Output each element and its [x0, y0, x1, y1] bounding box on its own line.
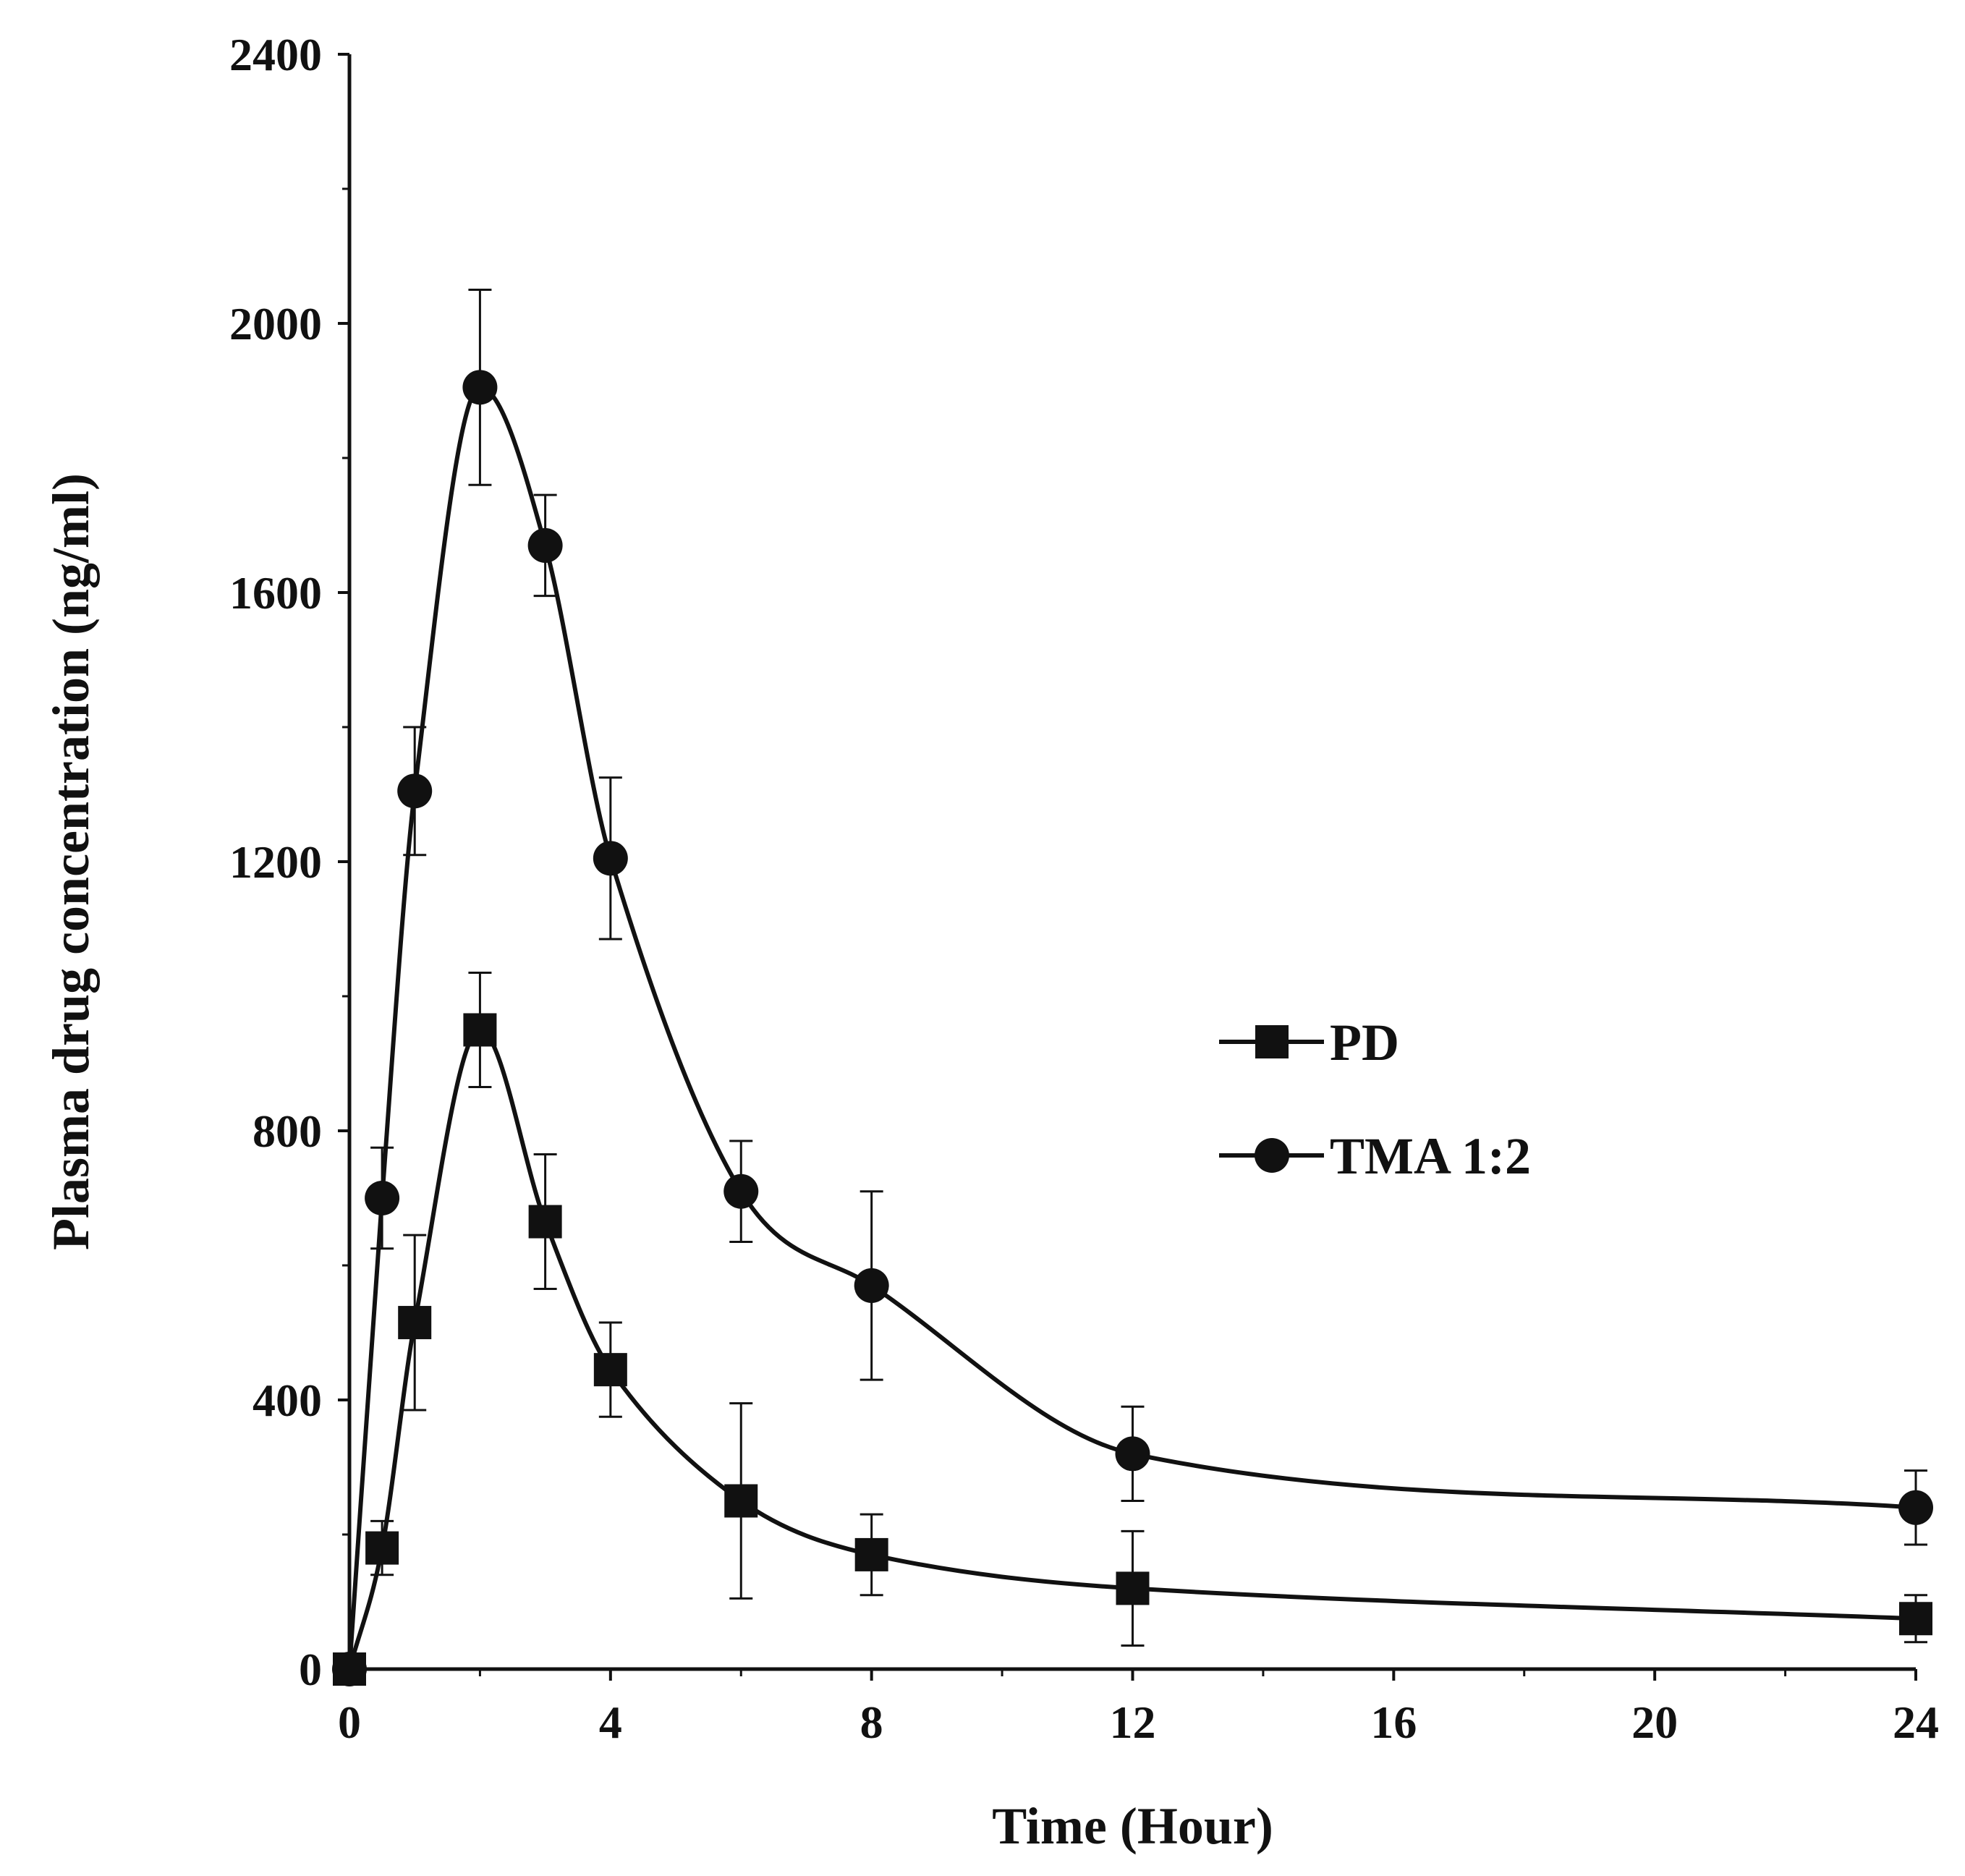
y-tick-label: 800 [252, 1105, 322, 1157]
data-point-pd [593, 1353, 627, 1387]
x-tick-label: 20 [1631, 1697, 1678, 1748]
data-point-tma [854, 1268, 889, 1303]
x-axis-title: Time (Hour) [992, 1797, 1273, 1855]
x-tick-label: 12 [1110, 1697, 1156, 1748]
data-point-pd [463, 1013, 497, 1047]
x-tick-label: 24 [1893, 1697, 1939, 1748]
data-point-tma [723, 1173, 759, 1209]
data-point-pd [528, 1205, 562, 1239]
data-point-tma [365, 1181, 400, 1215]
data-point-tma [462, 370, 498, 405]
legend-item-pd: PD [1219, 1014, 1399, 1071]
data-markers [332, 370, 1933, 1686]
y-tick-label: 400 [252, 1375, 322, 1426]
data-point-tma [397, 773, 433, 809]
y-tick-label: 1200 [229, 836, 322, 888]
data-point-tma [1115, 1436, 1150, 1472]
data-point-tma [1898, 1490, 1933, 1525]
legend-item-tma: TMA 1:2 [1219, 1127, 1531, 1185]
legend-label-pd: PD [1330, 1014, 1399, 1071]
ticks: 0 400 800 1200 1600 2000 2400 0 4 8 12 16 20 24 [229, 29, 1939, 1748]
y-axis-title: Plasma drug concentration (ng/ml) [42, 473, 100, 1250]
y-tick-label: 0 [299, 1644, 322, 1695]
y-tick-label: 2000 [229, 298, 322, 349]
y-tick-label: 1600 [229, 567, 322, 619]
data-point-pd [1899, 1602, 1932, 1636]
error-bars [370, 289, 1927, 1647]
legend: PD TMA 1:2 [1219, 1014, 1531, 1185]
data-point-pd [398, 1306, 432, 1340]
data-point-pd [365, 1531, 399, 1565]
legend-label-tma: TMA 1:2 [1330, 1127, 1531, 1185]
x-tick-label: 16 [1370, 1697, 1417, 1748]
legend-square-marker-icon [1255, 1025, 1289, 1058]
x-tick-label: 0 [338, 1697, 361, 1748]
data-point-pd [724, 1484, 758, 1518]
data-point-pd [854, 1537, 888, 1571]
data-point-tma [593, 841, 628, 876]
legend-circle-marker-icon [1255, 1138, 1289, 1173]
y-tick-label: 2400 [229, 29, 322, 80]
data-point-pd [1116, 1571, 1150, 1605]
data-point-tma [527, 527, 563, 563]
data-point-tma [332, 1652, 367, 1686]
x-tick-label: 4 [599, 1697, 622, 1748]
x-tick-label: 8 [860, 1697, 883, 1748]
